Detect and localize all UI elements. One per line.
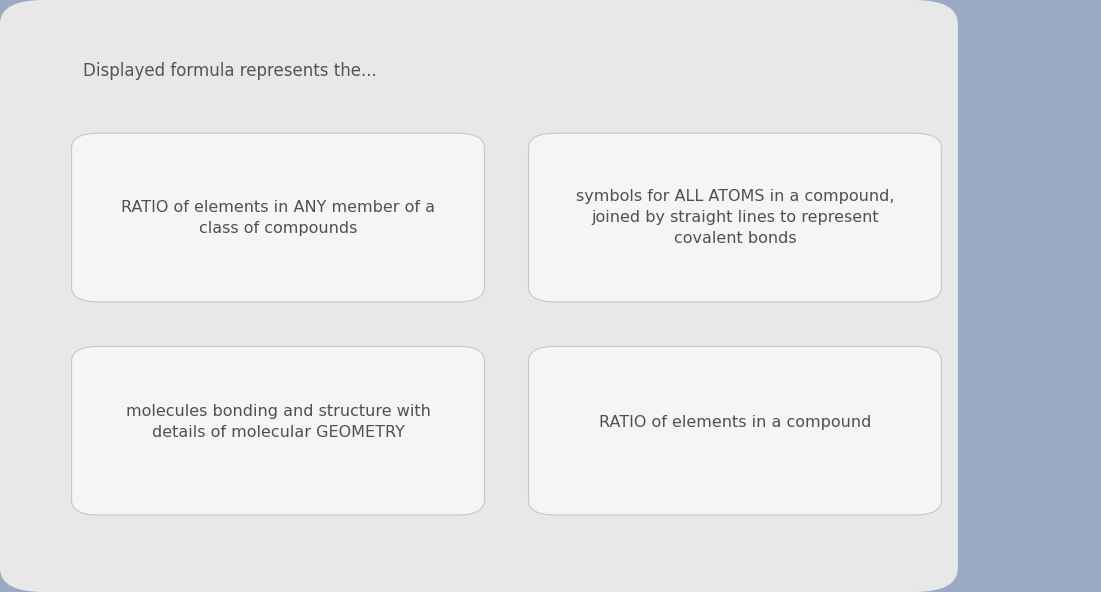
Text: RATIO of elements in a compound: RATIO of elements in a compound <box>599 415 871 430</box>
FancyBboxPatch shape <box>528 346 941 515</box>
FancyBboxPatch shape <box>0 0 958 592</box>
Text: symbols for ALL ATOMS in a compound,
joined by straight lines to represent
coval: symbols for ALL ATOMS in a compound, joi… <box>576 189 894 246</box>
Text: Displayed formula represents the...: Displayed formula represents the... <box>83 62 377 80</box>
Text: RATIO of elements in ANY member of a
class of compounds: RATIO of elements in ANY member of a cla… <box>121 200 435 236</box>
FancyBboxPatch shape <box>528 133 941 302</box>
FancyBboxPatch shape <box>72 133 484 302</box>
Text: molecules bonding and structure with
details of molecular GEOMETRY: molecules bonding and structure with det… <box>126 404 430 440</box>
FancyBboxPatch shape <box>72 346 484 515</box>
